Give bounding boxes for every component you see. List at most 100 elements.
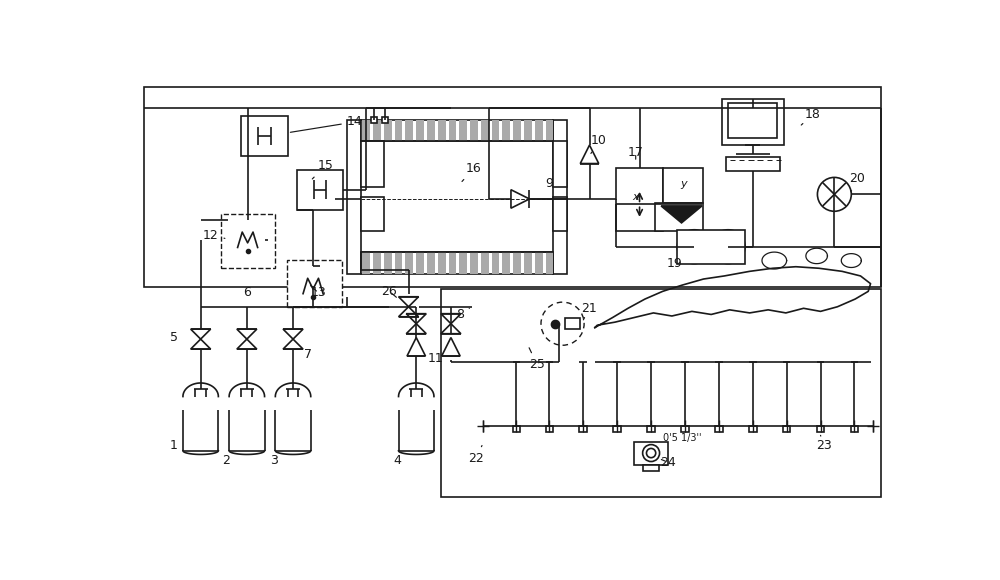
Text: x: x [632,191,639,202]
Polygon shape [427,252,435,274]
Polygon shape [449,119,456,141]
Polygon shape [449,252,456,274]
Bar [361,197,384,230]
Bar [616,168,663,231]
Bar [681,426,689,432]
Bar [663,168,703,203]
Bar [287,260,342,307]
Text: 23: 23 [816,436,832,452]
Bar [677,230,745,264]
Text: 21: 21 [582,302,597,320]
Text: y: y [680,179,687,188]
Bar [728,103,777,138]
Text: 8: 8 [456,308,469,321]
Bar [553,141,567,187]
Polygon shape [470,119,478,141]
Bar [613,426,621,432]
Polygon shape [524,252,532,274]
Text: 14: 14 [290,115,363,132]
Polygon shape [395,252,402,274]
Text: 25: 25 [529,348,545,371]
Text: 7: 7 [304,348,312,361]
Bar [749,426,757,432]
Polygon shape [395,119,402,141]
Bar [634,441,668,465]
Bar [817,426,824,432]
Polygon shape [481,119,489,141]
Polygon shape [373,119,381,141]
Text: 19: 19 [666,257,682,270]
Bar [726,157,780,171]
Polygon shape [661,206,702,223]
Bar [553,197,567,230]
Polygon shape [405,119,413,141]
Polygon shape [427,119,435,141]
Bar [293,266,333,306]
Polygon shape [502,252,510,274]
Polygon shape [492,252,499,274]
Bar [361,141,384,187]
Text: 24: 24 [660,456,676,469]
Text: 0'5 1/3'': 0'5 1/3'' [663,433,701,443]
Polygon shape [438,252,446,274]
Bar [553,119,567,274]
Polygon shape [502,119,510,141]
Bar [722,99,784,145]
Polygon shape [373,252,381,274]
Bar [783,426,790,432]
Bar [241,116,288,156]
Polygon shape [416,252,424,274]
Polygon shape [513,119,521,141]
Text: 9: 9 [545,177,553,190]
Bar [643,465,659,471]
Polygon shape [384,119,392,141]
Bar [441,289,881,497]
Bar [647,426,655,432]
Polygon shape [481,252,489,274]
Bar [512,426,520,432]
Text: 17: 17 [628,146,644,160]
Text: 3: 3 [270,454,278,467]
Polygon shape [362,252,370,274]
Bar [715,426,723,432]
Text: 10: 10 [591,134,607,154]
Text: 22: 22 [468,445,483,465]
Polygon shape [416,119,424,141]
Polygon shape [546,119,553,141]
Polygon shape [470,252,478,274]
Polygon shape [535,119,543,141]
Bar [655,203,703,231]
Bar [144,86,881,287]
Text: 11: 11 [428,352,443,365]
Bar [297,170,343,210]
Bar [546,426,553,432]
Text: 15: 15 [312,160,333,179]
Text: 4: 4 [393,454,401,467]
Text: 20: 20 [850,172,865,192]
Polygon shape [492,119,499,141]
Polygon shape [524,119,532,141]
Bar [361,119,553,141]
Polygon shape [513,252,521,274]
Bar [347,119,361,274]
Text: 26: 26 [381,285,397,298]
Text: 5: 5 [170,331,178,344]
Polygon shape [546,252,553,274]
Bar [851,426,858,432]
Text: 2: 2 [222,454,230,467]
Text: 16: 16 [462,162,482,182]
Bar [565,318,580,329]
Polygon shape [459,119,467,141]
Text: 13: 13 [310,285,326,299]
Polygon shape [459,252,467,274]
Bar [579,426,587,432]
Polygon shape [438,119,446,141]
Polygon shape [384,252,392,274]
Polygon shape [405,252,413,274]
Bar [361,252,553,274]
Polygon shape [362,119,370,141]
Text: 12: 12 [203,229,225,242]
Bar [228,220,268,260]
Text: 1: 1 [170,439,178,452]
Text: 18: 18 [801,108,821,125]
